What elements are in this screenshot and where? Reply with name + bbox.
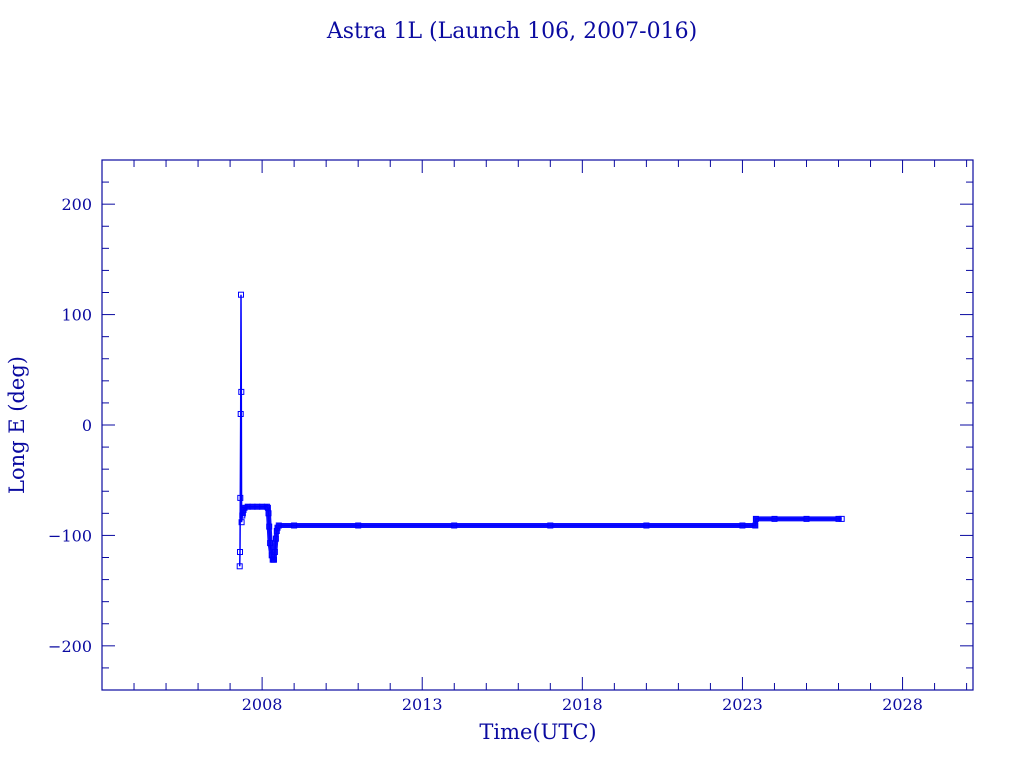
data-point [236,563,243,570]
x-tick-label: 2008 [242,695,283,714]
data-point [238,388,245,395]
data-point [237,494,244,501]
y-tick-label: −100 [48,526,92,545]
data-point [739,522,746,529]
axis-tick-labels: −200 −100 0 100 200 2008 2013 2018 2023 2028 [48,195,923,714]
data-point [547,522,554,529]
data-point [752,515,759,522]
data-point [267,540,274,547]
y-tick-label: −200 [48,637,92,656]
data-point [238,291,244,298]
x-tick-label: 2013 [402,695,443,714]
data-point [263,503,270,510]
data-point [241,504,248,511]
y-tick-label: 100 [61,306,92,325]
data-point [237,411,244,417]
axis-ticks [101,159,973,691]
data-point [355,522,362,529]
chart-title: Astra 1L (Launch 106, 2007-016) [326,19,697,44]
data-point [643,522,650,529]
y-axis-label: Long E (deg) [5,356,29,494]
y-tick-label: 200 [61,195,92,214]
data-point [271,549,278,555]
data-point [266,523,273,530]
data-point [237,549,243,555]
data-point [265,510,272,517]
series-band [239,504,842,563]
y-tick-label: 0 [82,416,92,435]
series-group [236,291,845,570]
data-point [272,535,279,542]
data-point [238,519,245,526]
data-point [838,515,845,522]
data-point [771,515,778,522]
data-point [752,522,759,529]
x-tick-label: 2023 [722,695,763,714]
data-point [291,522,298,529]
x-tick-label: 2018 [562,695,603,714]
data-point [271,556,277,563]
x-axis-label: Time(UTC) [479,720,596,744]
data-point [835,515,842,522]
data-point [451,522,458,529]
plot-frame [101,159,974,691]
data-point [803,515,810,522]
data-point [275,522,282,529]
x-tick-label: 2028 [882,695,923,714]
